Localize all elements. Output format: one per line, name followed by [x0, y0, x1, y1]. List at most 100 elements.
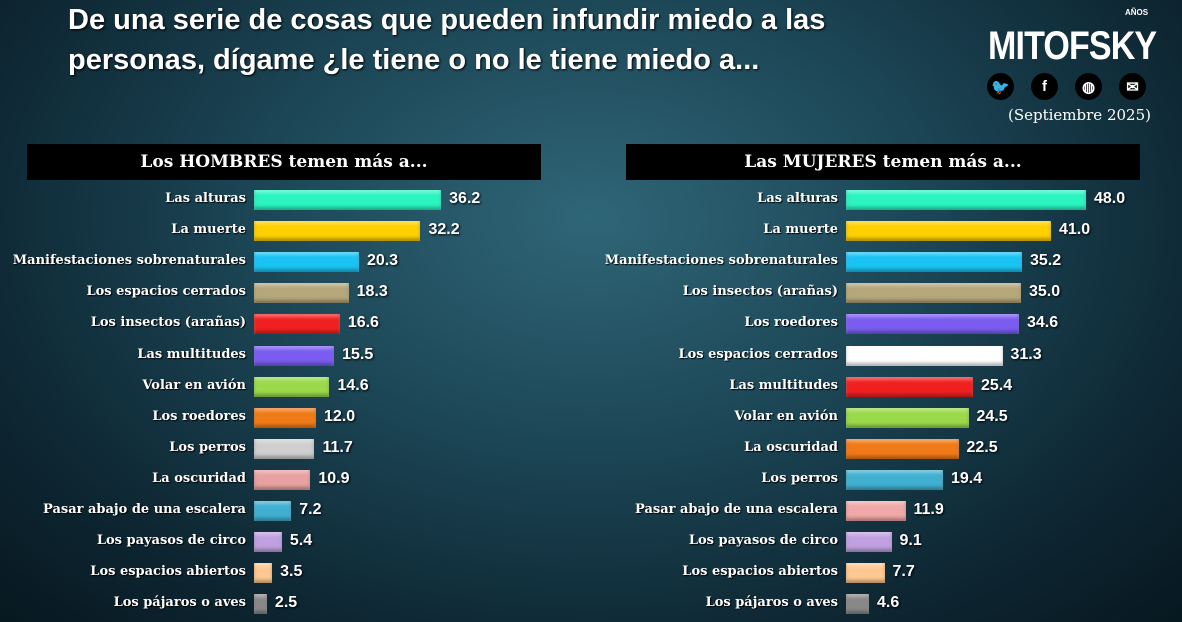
bar — [846, 438, 959, 459]
women-bar-row: Pasar abajo de una escalera 11.9 — [0, 495, 1182, 526]
women-chart-title: Las MUJERES temen más a... — [626, 144, 1140, 180]
bar — [846, 501, 906, 521]
category-label: La oscuridad — [152, 470, 246, 486]
value-label: 32.2 — [428, 221, 460, 239]
women-bar-row: Los pájaros o aves 4.6 — [0, 588, 1182, 619]
men-bar-row: Las alturas 36.2 — [0, 184, 1182, 215]
men-bar-row: Los perros 11.7 — [0, 433, 1182, 464]
men-bar-row: Los roedores 12.0 — [0, 402, 1182, 433]
category-label: La oscuridad — [744, 439, 838, 455]
men-bar-row: Las multitudes 15.5 — [0, 340, 1182, 371]
value-label: 18.3 — [356, 283, 388, 301]
women-bar-row: Los insectos (arañas) 35.0 — [0, 277, 1182, 308]
category-label: Las multitudes — [729, 377, 838, 393]
category-label: Los roedores — [152, 408, 246, 424]
women-bar-row: Las alturas 48.0 — [0, 184, 1182, 215]
bar — [254, 252, 359, 273]
women-bar-row: La oscuridad 22.5 — [0, 433, 1182, 464]
facebook-icon[interactable]: f — [1031, 73, 1058, 100]
bar — [254, 190, 442, 210]
bar — [846, 190, 1086, 210]
value-label: 35.2 — [1030, 252, 1062, 270]
category-label: Los espacios cerrados — [678, 346, 838, 362]
bar — [254, 376, 330, 397]
category-label: Los payasos de circo — [96, 533, 246, 549]
value-label: 12.0 — [324, 407, 356, 425]
page-title: De una serie de cosas que pueden infundi… — [68, 4, 826, 76]
web-icon[interactable]: ◍ — [1075, 73, 1102, 100]
category-label: Volar en avión — [734, 408, 838, 424]
category-label: Pasar abajo de una escalera — [635, 502, 838, 517]
value-label: 2.5 — [274, 594, 298, 612]
category-label: Los pájaros o aves — [113, 595, 246, 611]
value-label: 11.9 — [913, 501, 944, 518]
women-bar-row: Las multitudes 25.4 — [0, 371, 1182, 402]
women-bar-row: Los roedores 34.6 — [0, 308, 1182, 339]
twitter-icon[interactable]: 🐦 — [987, 73, 1014, 100]
men-bar-row: Los payasos de circo 5.4 — [0, 526, 1182, 557]
bar — [846, 314, 1019, 335]
category-label: Los insectos (arañas) — [682, 284, 838, 300]
category-label: Los insectos (arañas) — [90, 315, 246, 331]
value-label: 35.0 — [1029, 283, 1061, 301]
logo-years: AÑOS — [1125, 8, 1149, 17]
value-label: 5.4 — [289, 532, 313, 550]
category-label: Los espacios cerrados — [86, 284, 246, 300]
category-label: Los payasos de circo — [688, 533, 838, 549]
bar — [846, 532, 892, 553]
value-label: 9.1 — [899, 532, 922, 550]
value-label: 36.2 — [449, 190, 481, 207]
category-label: La muerte — [171, 222, 246, 238]
women-bar-row: Los espacios abiertos 7.7 — [0, 557, 1182, 588]
bar — [254, 345, 335, 366]
bar — [846, 469, 943, 490]
value-label: 3.5 — [280, 563, 303, 581]
men-bar-row: Los insectos (arañas) 16.6 — [0, 308, 1182, 339]
bar — [254, 501, 292, 521]
bar — [846, 376, 973, 397]
women-bar-row: La muerte 41.0 — [0, 215, 1182, 246]
category-label: Los roedores — [744, 315, 838, 331]
men-bar-row: Manifestaciones sobrenaturales 20.3 — [0, 246, 1182, 277]
bar — [254, 283, 349, 304]
men-bar-row: Los espacios abiertos 3.5 — [0, 557, 1182, 588]
bar — [254, 221, 421, 242]
category-label: Manifestaciones sobrenaturales — [12, 253, 246, 269]
category-label: Los perros — [169, 439, 246, 455]
bar — [254, 594, 267, 615]
bar — [846, 345, 1003, 366]
women-bar-row: Volar en avión 24.5 — [0, 402, 1182, 433]
survey-date: (Septiembre 2025) — [1008, 106, 1151, 124]
bar — [846, 407, 969, 428]
category-label: Volar en avión — [142, 377, 246, 393]
value-label: 34.6 — [1027, 314, 1059, 332]
value-label: 24.5 — [976, 407, 1008, 425]
value-label: 22.5 — [966, 438, 998, 456]
women-bar-row: Los espacios cerrados 31.3 — [0, 340, 1182, 371]
mitofsky-logo: MITOFSKY — [988, 24, 1157, 68]
value-label: 48.0 — [1094, 190, 1126, 207]
value-label: 10.9 — [318, 469, 350, 487]
category-label: Las multitudes — [137, 346, 246, 362]
men-bar-row: Volar en avión 14.6 — [0, 371, 1182, 402]
bar — [846, 283, 1021, 304]
value-label: 31.3 — [1010, 345, 1042, 363]
value-label: 20.3 — [366, 252, 399, 270]
value-label: 15.5 — [342, 345, 374, 363]
women-bar-row: Manifestaciones sobrenaturales 35.2 — [0, 246, 1182, 277]
category-label: Las alturas — [757, 191, 838, 206]
value-label: 16.6 — [347, 314, 379, 332]
bar — [254, 532, 282, 553]
women-bar-row: Los perros 19.4 — [0, 464, 1182, 495]
value-label: 11.7 — [322, 438, 353, 456]
men-bar-row: La oscuridad 10.9 — [0, 464, 1182, 495]
category-label: Las alturas — [165, 191, 246, 206]
email-icon[interactable]: ✉ — [1119, 73, 1146, 100]
value-label: 14.6 — [337, 376, 369, 394]
bar — [846, 252, 1022, 273]
women-bar-row: Los payasos de circo 9.1 — [0, 526, 1182, 557]
category-label: Pasar abajo de una escalera — [43, 502, 246, 517]
value-label: 19.4 — [951, 469, 983, 487]
value-label: 25.4 — [981, 376, 1013, 394]
value-label: 41.0 — [1059, 221, 1091, 239]
